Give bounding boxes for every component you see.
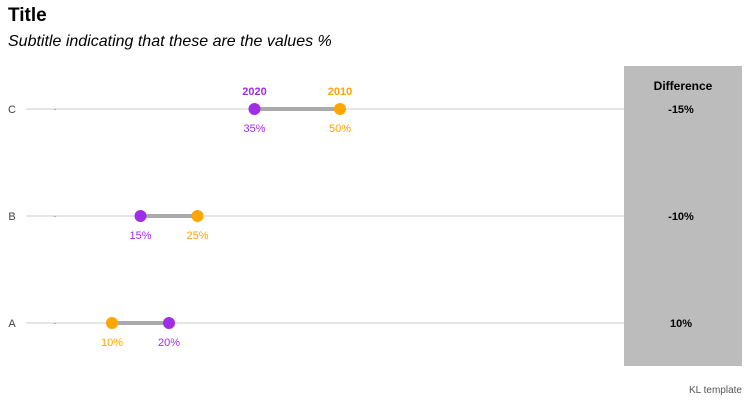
category-tick: - xyxy=(54,318,57,328)
template-caption: KL template xyxy=(689,385,742,396)
difference-value: -15% xyxy=(668,104,694,116)
point-2020 xyxy=(163,317,175,329)
category-tick: - xyxy=(54,211,57,221)
category-label: A xyxy=(8,318,16,330)
category-label: C xyxy=(8,104,16,116)
legend-label-2020: 2020 xyxy=(242,86,266,98)
difference-panel xyxy=(624,66,742,366)
difference-value: 10% xyxy=(670,318,692,330)
category-label: B xyxy=(8,211,15,223)
value-label-2010: 10% xyxy=(101,337,123,349)
difference-value: -10% xyxy=(668,211,694,223)
legend-label-2010: 2010 xyxy=(328,86,352,98)
chart-subtitle: Subtitle indicating that these are the v… xyxy=(8,33,332,50)
point-2020 xyxy=(134,210,147,222)
chart-title: Title xyxy=(8,5,47,26)
point-2010 xyxy=(106,317,118,329)
value-label-2020: 20% xyxy=(158,337,180,349)
difference-header: Difference xyxy=(654,79,713,93)
point-2020 xyxy=(248,103,261,115)
point-2010 xyxy=(191,210,204,222)
value-label-2020: 35% xyxy=(243,123,265,135)
value-label-2020: 15% xyxy=(129,230,151,242)
category-tick: - xyxy=(54,104,57,114)
value-label-2010: 50% xyxy=(329,123,351,135)
value-label-2010: 25% xyxy=(186,230,208,242)
point-2010 xyxy=(334,103,346,115)
